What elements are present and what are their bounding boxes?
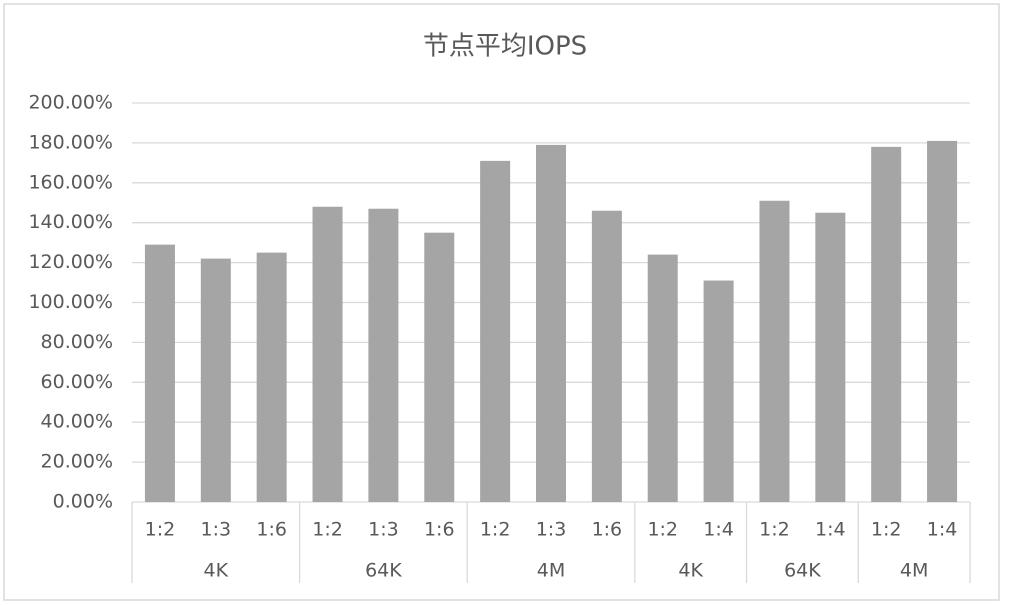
- bar: [144, 244, 175, 502]
- bar: [200, 258, 231, 502]
- bar: [536, 144, 566, 502]
- y-tick-label: 160.00%: [28, 171, 113, 193]
- y-tick-label: 40.00%: [41, 411, 113, 433]
- group-label: 4K: [204, 560, 229, 582]
- y-tick-label: 120.00%: [28, 251, 113, 273]
- y-tick-label: 200.00%: [28, 92, 113, 114]
- x-tick-label: 1:6: [256, 519, 287, 541]
- chart-title: 节点平均IOPS: [423, 32, 587, 62]
- bar: [871, 146, 902, 502]
- x-tick-label: 1:2: [759, 519, 790, 541]
- bar: [759, 200, 790, 502]
- bar: [312, 206, 343, 503]
- group-label: 64K: [784, 560, 821, 582]
- group-label: 4K: [678, 560, 703, 582]
- x-tick-label: 1:2: [480, 519, 511, 541]
- bar: [703, 280, 734, 502]
- y-tick-label: 0.00%: [53, 491, 113, 513]
- y-tick-label: 140.00%: [28, 211, 113, 233]
- x-tick-label: 1:2: [312, 519, 343, 541]
- x-tick-label: 1:3: [536, 519, 567, 541]
- y-tick-label: 100.00%: [28, 291, 113, 313]
- x-tick-label: 1:2: [647, 519, 678, 541]
- x-tick-label: 1:4: [815, 519, 846, 541]
- y-tick-label: 60.00%: [41, 371, 113, 393]
- group-label: 4M: [900, 560, 928, 582]
- bar: [647, 254, 678, 502]
- group-label: 64K: [365, 560, 402, 582]
- x-tick-label: 1:6: [592, 519, 623, 541]
- y-tick-label: 180.00%: [28, 131, 113, 153]
- bar: [591, 210, 622, 503]
- x-tick-label: 1:2: [145, 519, 176, 541]
- bar: [424, 232, 455, 503]
- y-tick-label: 80.00%: [41, 331, 113, 353]
- x-tick-label: 1:3: [368, 519, 399, 541]
- y-tick-label: 20.00%: [41, 451, 113, 473]
- x-tick-label: 1:2: [871, 519, 902, 541]
- x-tick-label: 1:4: [703, 519, 734, 541]
- x-tick-label: 1:4: [927, 519, 958, 541]
- bar: [815, 212, 846, 502]
- bar: [927, 140, 958, 502]
- bar: [368, 208, 399, 503]
- group-label: 4M: [537, 560, 565, 582]
- bar: [256, 252, 287, 502]
- x-tick-label: 1:6: [424, 519, 455, 541]
- bar: [480, 160, 511, 503]
- x-tick-label: 1:3: [201, 519, 232, 541]
